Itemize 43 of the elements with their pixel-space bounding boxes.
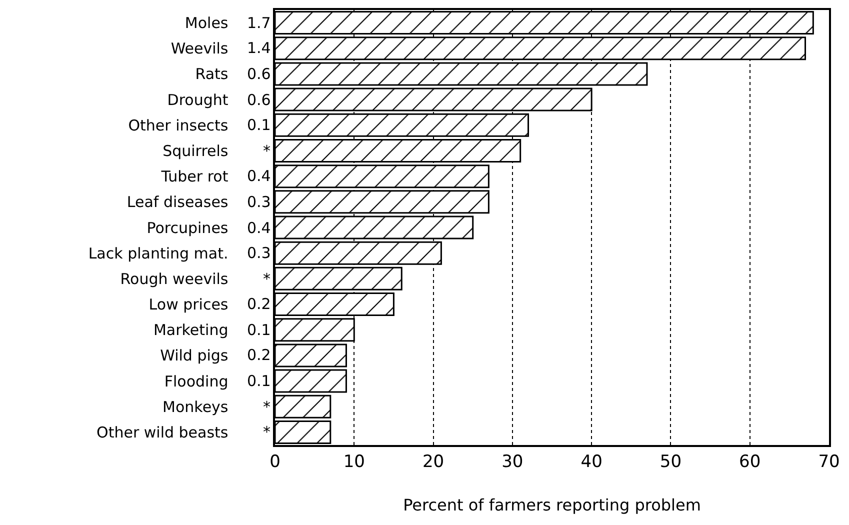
text: 0.3 (247, 193, 271, 211)
y-tick-label: Flooding (164, 372, 228, 390)
text: * (263, 423, 271, 441)
y-tick-label: Leaf diseases (126, 193, 228, 212)
x-tick-label: 0 (270, 452, 280, 472)
y-tick-label: Tuber rot (160, 168, 228, 186)
x-tick-label: 50 (660, 452, 682, 472)
text: * (263, 398, 271, 416)
y-tick-label: Marketing (153, 321, 228, 340)
text: 0.6 (247, 65, 271, 83)
y-tick-label: Moles (184, 14, 228, 32)
y-tick-label: Lack planting mat. (88, 244, 228, 262)
text: 0.4 (247, 219, 271, 237)
y-tick-label: Rats (195, 65, 228, 84)
text: 0.1 (247, 372, 271, 390)
y-tick-label: Porcupines (146, 218, 228, 237)
x-tick-label: 10 (343, 452, 365, 472)
x-tick-label: 40 (580, 452, 602, 472)
text: 0.1 (247, 116, 271, 134)
x-tick-label: 70 (818, 452, 840, 472)
text: 0.4 (247, 167, 271, 185)
text: 0.2 (247, 295, 271, 313)
y-tick-label: Rough weevils (120, 270, 228, 288)
text: 0.6 (247, 91, 271, 109)
x-tick-label: 30 (502, 452, 524, 472)
text: 1.7 (247, 14, 271, 32)
text: * (263, 270, 271, 288)
x-tick-label: 60 (739, 452, 761, 472)
y-tick-label: Weevils (170, 40, 228, 58)
y-tick-label: Wild pigs (160, 346, 228, 365)
x-tick-label: 20 (422, 452, 444, 472)
text: * (263, 142, 271, 160)
text: 0.1 (247, 321, 271, 339)
y-tick-label: Other insects (128, 116, 228, 134)
y-tick-label: Other wild beasts (96, 423, 228, 442)
y-tick-label: Monkeys (162, 398, 228, 416)
y-tick-label: Low prices (148, 296, 228, 314)
text: 0.3 (247, 244, 271, 262)
text: 1.4 (247, 39, 271, 57)
text: 0.2 (247, 346, 271, 364)
y-tick-label: Squirrels (162, 142, 228, 160)
y-tick-label: Drought (167, 90, 228, 109)
x-axis-title: Percent of farmers reporting problem (403, 495, 701, 514)
